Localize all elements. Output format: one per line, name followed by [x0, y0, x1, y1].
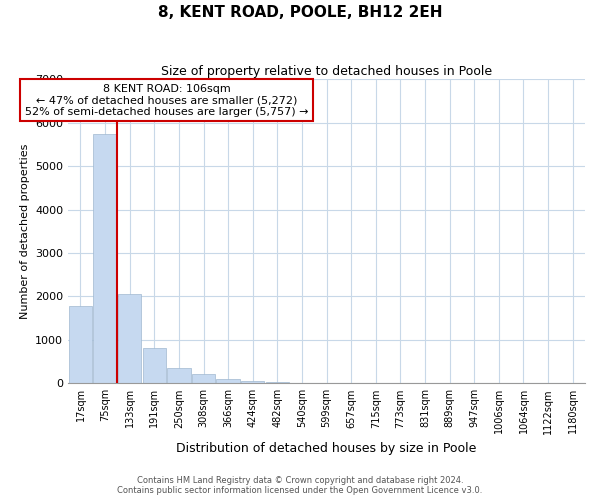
X-axis label: Distribution of detached houses by size in Poole: Distribution of detached houses by size …: [176, 442, 477, 455]
Text: 8, KENT ROAD, POOLE, BH12 2EH: 8, KENT ROAD, POOLE, BH12 2EH: [158, 5, 442, 20]
Y-axis label: Number of detached properties: Number of detached properties: [20, 144, 29, 319]
Bar: [241, 381, 265, 384]
Title: Size of property relative to detached houses in Poole: Size of property relative to detached ho…: [161, 65, 492, 78]
Bar: [94, 134, 117, 384]
Bar: [192, 374, 215, 384]
Bar: [69, 306, 92, 384]
Bar: [118, 294, 142, 384]
Text: 8 KENT ROAD: 106sqm
← 47% of detached houses are smaller (5,272)
52% of semi-det: 8 KENT ROAD: 106sqm ← 47% of detached ho…: [25, 84, 308, 116]
Bar: [167, 368, 191, 384]
Text: Contains HM Land Registry data © Crown copyright and database right 2024.
Contai: Contains HM Land Registry data © Crown c…: [118, 476, 482, 495]
Bar: [266, 382, 289, 384]
Bar: [143, 348, 166, 384]
Bar: [217, 379, 240, 384]
